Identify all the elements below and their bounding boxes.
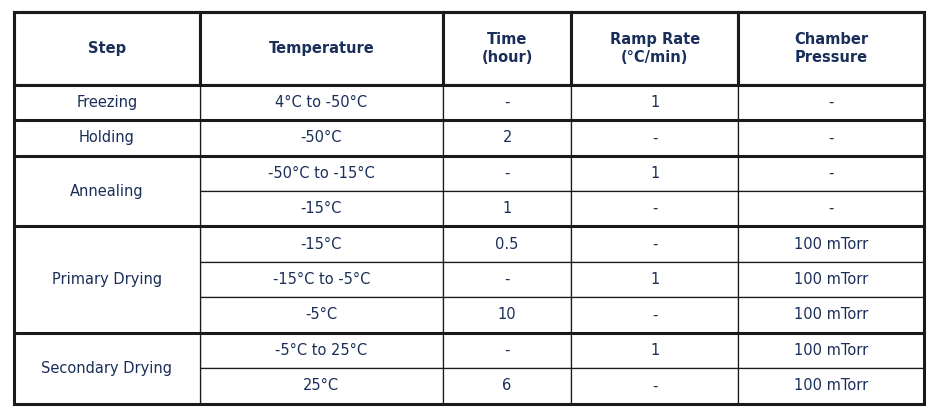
Text: 10: 10 <box>498 307 517 322</box>
Text: -: - <box>652 307 658 322</box>
Bar <box>443 191 571 226</box>
Bar <box>14 333 200 404</box>
Bar <box>571 262 738 297</box>
Bar <box>443 12 571 85</box>
Bar <box>738 262 924 297</box>
Bar <box>14 12 200 85</box>
Bar <box>571 226 738 262</box>
Text: 4°C to -50°C: 4°C to -50°C <box>275 95 368 110</box>
Text: -: - <box>828 95 834 110</box>
Bar <box>200 191 443 226</box>
Text: Chamber
Pressure: Chamber Pressure <box>794 32 868 65</box>
Text: -: - <box>505 95 509 110</box>
Text: 0.5: 0.5 <box>495 237 519 252</box>
Bar <box>738 297 924 333</box>
Text: Ramp Rate
(°C/min): Ramp Rate (°C/min) <box>610 32 700 65</box>
Bar <box>443 226 571 262</box>
Bar <box>443 85 571 120</box>
Text: -15°C: -15°C <box>301 201 342 216</box>
Text: -: - <box>652 378 658 393</box>
Bar <box>738 156 924 191</box>
Bar <box>200 85 443 120</box>
Bar <box>200 120 443 156</box>
Text: 2: 2 <box>503 131 512 146</box>
Bar <box>443 120 571 156</box>
Text: Primary Drying: Primary Drying <box>52 272 162 287</box>
Bar <box>443 156 571 191</box>
Bar <box>571 85 738 120</box>
Text: -: - <box>505 343 509 358</box>
Text: -5°C to 25°C: -5°C to 25°C <box>275 343 368 358</box>
Text: 100 mTorr: 100 mTorr <box>794 272 869 287</box>
Bar <box>738 120 924 156</box>
Text: -15°C to -5°C: -15°C to -5°C <box>273 272 370 287</box>
Bar <box>200 156 443 191</box>
Bar <box>738 368 924 404</box>
Text: 100 mTorr: 100 mTorr <box>794 343 869 358</box>
Bar <box>738 12 924 85</box>
Text: -: - <box>828 166 834 181</box>
Text: 1: 1 <box>650 343 659 358</box>
Text: 6: 6 <box>503 378 512 393</box>
Text: 100 mTorr: 100 mTorr <box>794 237 869 252</box>
Bar <box>571 333 738 368</box>
Text: Annealing: Annealing <box>70 183 144 198</box>
Bar <box>571 368 738 404</box>
Text: Temperature: Temperature <box>268 41 374 56</box>
Text: 1: 1 <box>650 272 659 287</box>
Bar <box>738 85 924 120</box>
Text: Step: Step <box>88 41 126 56</box>
Text: -15°C: -15°C <box>301 237 342 252</box>
Text: Time
(hour): Time (hour) <box>481 32 533 65</box>
Bar <box>14 120 200 156</box>
Bar <box>200 368 443 404</box>
Text: 100 mTorr: 100 mTorr <box>794 378 869 393</box>
Bar <box>571 156 738 191</box>
Bar <box>738 226 924 262</box>
Text: -: - <box>828 131 834 146</box>
Text: -50°C: -50°C <box>300 131 342 146</box>
Text: 25°C: 25°C <box>303 378 340 393</box>
Bar <box>443 297 571 333</box>
Text: -: - <box>505 272 509 287</box>
Bar <box>738 333 924 368</box>
Text: -: - <box>652 237 658 252</box>
Bar <box>200 262 443 297</box>
Text: Freezing: Freezing <box>76 95 138 110</box>
Bar <box>200 333 443 368</box>
Bar <box>443 333 571 368</box>
Text: -: - <box>652 201 658 216</box>
Bar <box>571 191 738 226</box>
Text: -: - <box>652 131 658 146</box>
Bar <box>14 226 200 333</box>
Bar <box>200 297 443 333</box>
Text: 1: 1 <box>650 95 659 110</box>
Text: Secondary Drying: Secondary Drying <box>41 361 173 376</box>
Text: -50°C to -15°C: -50°C to -15°C <box>268 166 374 181</box>
Text: 1: 1 <box>650 166 659 181</box>
Text: -: - <box>505 166 509 181</box>
Bar <box>571 120 738 156</box>
Bar <box>443 368 571 404</box>
Bar <box>14 156 200 226</box>
Text: 1: 1 <box>503 201 512 216</box>
Text: -: - <box>828 201 834 216</box>
Text: Holding: Holding <box>79 131 135 146</box>
Text: -5°C: -5°C <box>305 307 338 322</box>
Bar <box>443 262 571 297</box>
Bar <box>738 191 924 226</box>
Text: 100 mTorr: 100 mTorr <box>794 307 869 322</box>
Bar <box>200 12 443 85</box>
Bar <box>200 226 443 262</box>
Bar <box>571 12 738 85</box>
Bar <box>571 297 738 333</box>
Bar <box>14 85 200 120</box>
